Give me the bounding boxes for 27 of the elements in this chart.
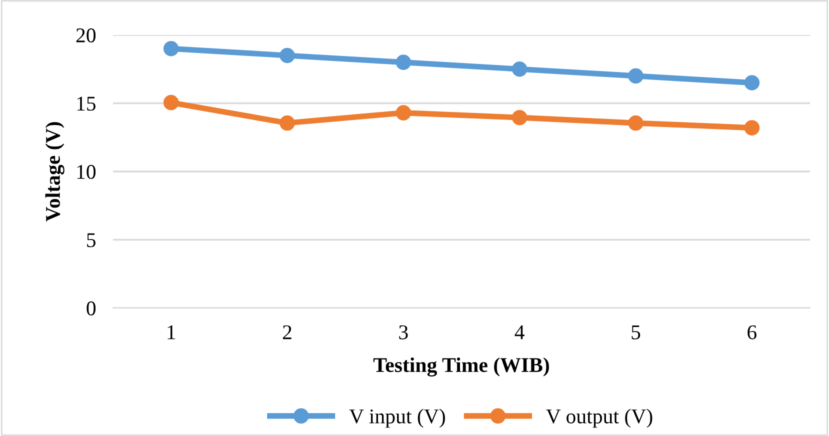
- point: [396, 105, 412, 120]
- x-tick-label: 6: [748, 325, 757, 340]
- y-tick-label: 15: [77, 96, 96, 111]
- point: [163, 41, 179, 56]
- y-tick-label: 10: [77, 164, 96, 179]
- point: [396, 54, 412, 70]
- legend-label: V input (V): [349, 408, 445, 428]
- x-tick-label: 4: [514, 325, 524, 340]
- y-axis-title: Voltage (V): [45, 122, 64, 222]
- y-tick-label: 5: [87, 233, 96, 248]
- x-tick-label: 2: [282, 325, 292, 340]
- legend-label: V output (V): [546, 408, 652, 428]
- point: [163, 94, 179, 110]
- y-tick-label: 20: [76, 28, 96, 42]
- point: [280, 115, 295, 131]
- y-tick-label: 0: [86, 301, 96, 316]
- point: [628, 115, 644, 131]
- point: [512, 61, 528, 77]
- x-axis-title: Testing Time (WIB): [373, 357, 549, 377]
- point: [512, 110, 528, 126]
- point: [744, 75, 760, 90]
- point: [744, 120, 760, 136]
- point: [280, 48, 295, 64]
- x-tick-label: 1: [168, 325, 176, 340]
- x-tick-label: 3: [399, 325, 408, 340]
- x-tick-label: 5: [632, 325, 640, 340]
- point: [628, 68, 644, 84]
